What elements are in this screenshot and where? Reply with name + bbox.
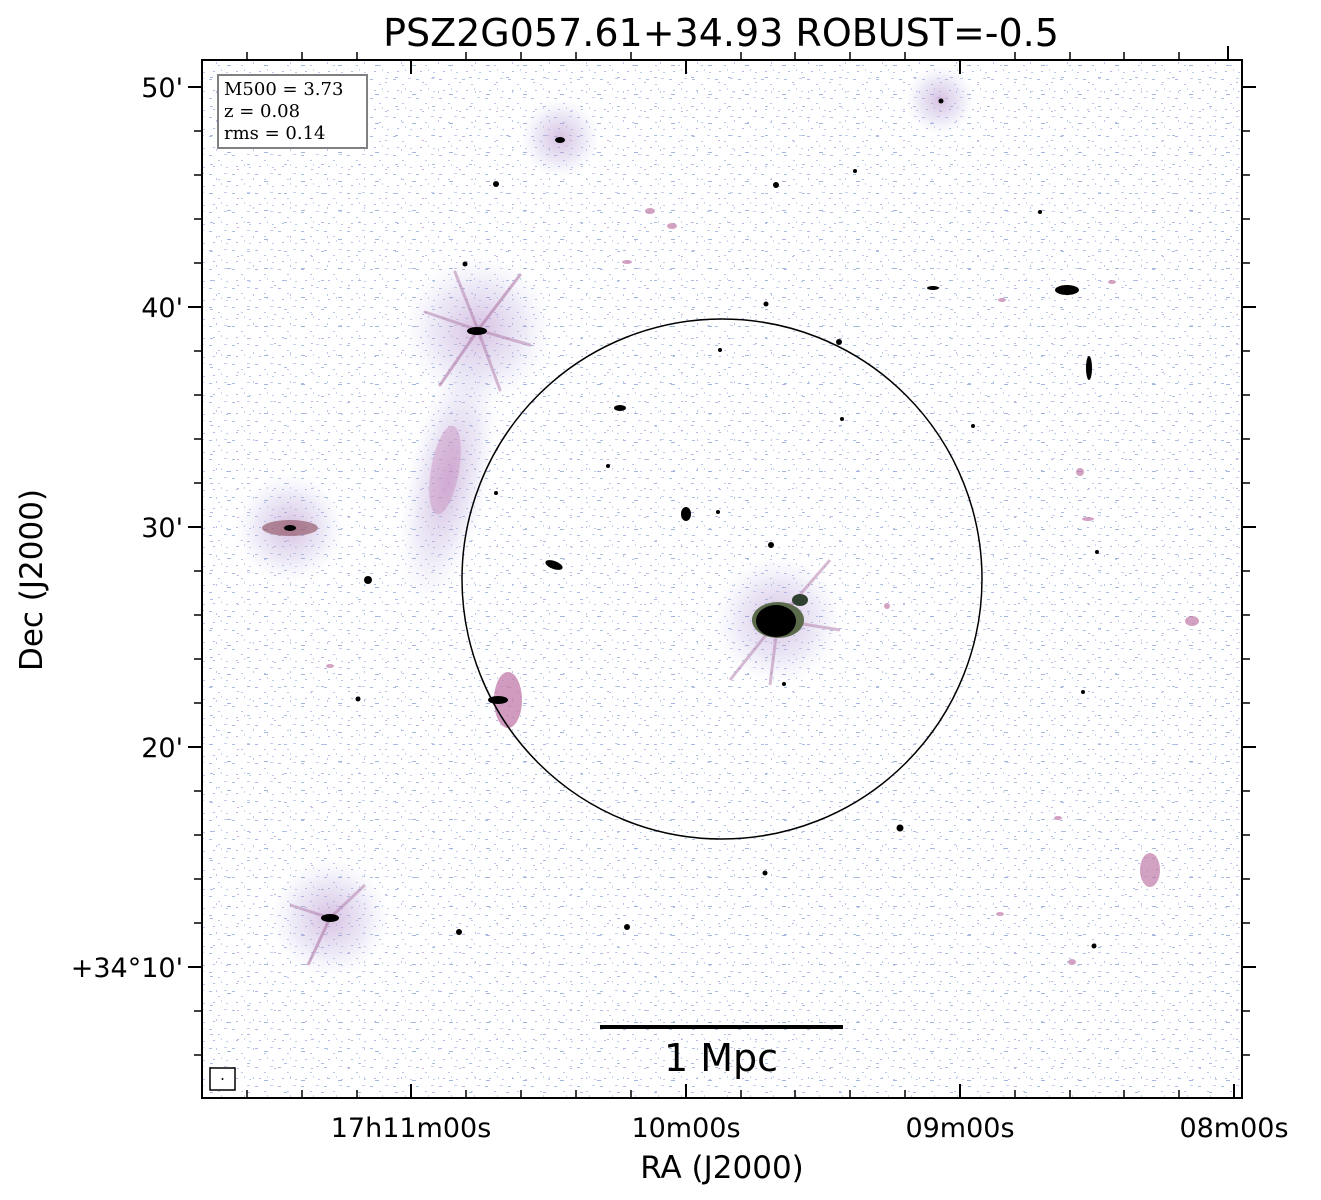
redshift-text: z = 0.08 (224, 101, 301, 122)
central-bright-source (713, 555, 843, 686)
source-starburst-2 (235, 473, 345, 583)
x-tick-label: 17h11m00s (331, 1113, 492, 1144)
y-tick-label: +34°10' (71, 953, 183, 984)
source-starburst-5 (905, 65, 975, 135)
plot-frame (201, 59, 1243, 1099)
y-axis-label: Dec (J2000) (14, 489, 50, 671)
source-starburst-3 (270, 858, 390, 978)
r500-circle (461, 318, 983, 840)
radio-image: 1 Mpc (202, 60, 1242, 1098)
rms-text: rms = 0.14 (224, 123, 326, 144)
axis-ticks (188, 46, 1256, 1098)
source-starburst-4 (520, 98, 600, 178)
info-box: M500 = 3.73 z = 0.08 rms = 0.14 (217, 74, 368, 149)
y-tick-label: 30' (141, 513, 183, 544)
point-sources (355, 169, 1099, 949)
extended-source (488, 672, 522, 728)
y-tick-label: 50' (141, 73, 183, 104)
chart-title: PSZ2G057.61+34.93 ROBUST=-0.5 (383, 11, 1059, 55)
y-tick-label: 40' (141, 293, 183, 324)
x-axis-label: RA (J2000) (640, 1150, 804, 1186)
y-tick-labels: 50' 40' 30' 20' +34°10' (71, 73, 183, 984)
x-tick-label: 08m00s (1179, 1113, 1288, 1144)
source-starburst-1 (403, 255, 553, 405)
diffuse-arc-emission (398, 352, 498, 608)
scalebar-label: 1 Mpc (664, 1036, 778, 1080)
x-tick-label: 10m00s (631, 1113, 740, 1144)
x-tick-labels: 17h11m00s 10m00s 09m00s 08m00s (331, 1113, 1289, 1144)
beam-ellipse (221, 1078, 224, 1080)
m500-text: M500 = 3.73 (224, 79, 344, 100)
y-tick-label: 20' (141, 733, 183, 764)
x-tick-label: 09m00s (905, 1113, 1014, 1144)
faint-sources (326, 208, 1199, 965)
